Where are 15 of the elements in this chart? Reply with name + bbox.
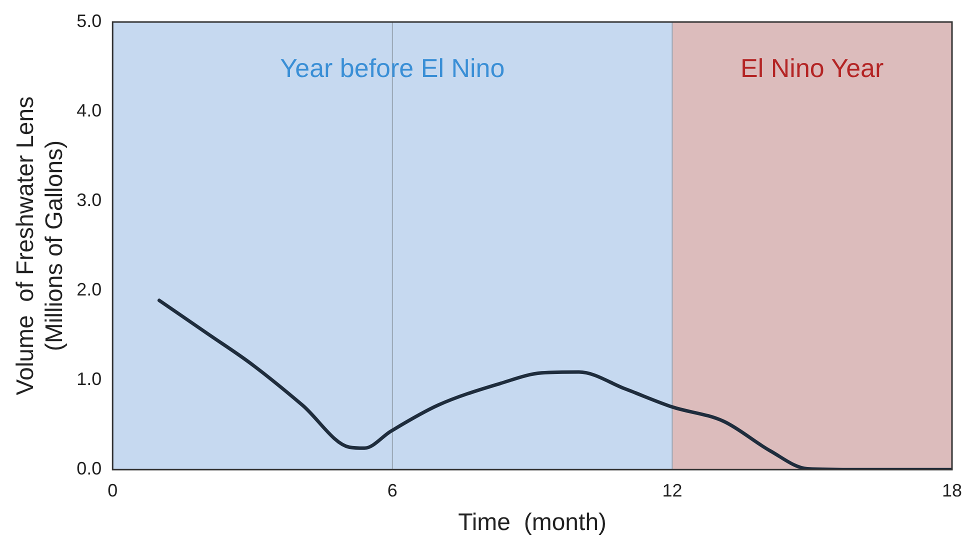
y-tick-label: 4.0	[76, 100, 102, 120]
x-tick-label: 0	[108, 480, 118, 500]
y-tick-label: 1.0	[76, 369, 102, 390]
x-tick-label: 6	[387, 480, 398, 500]
x-tick-label: 18	[942, 480, 962, 500]
y-tick-label: 3.0	[76, 190, 102, 210]
line-series	[158, 298, 952, 470]
y-tick-label: 0.0	[76, 458, 102, 479]
band-label: Year before El Nino	[280, 53, 505, 84]
x-tick-label: 12	[662, 480, 682, 500]
y-tick-label: 5.0	[76, 10, 102, 31]
band-label: El Nino Year	[740, 53, 884, 84]
y-axis-title: Volume of Freshwater Lens (Millions of Gallons)	[12, 96, 68, 396]
x-axis-title: Time (month)	[458, 509, 607, 536]
y-tick-label: 2.0	[76, 280, 102, 300]
